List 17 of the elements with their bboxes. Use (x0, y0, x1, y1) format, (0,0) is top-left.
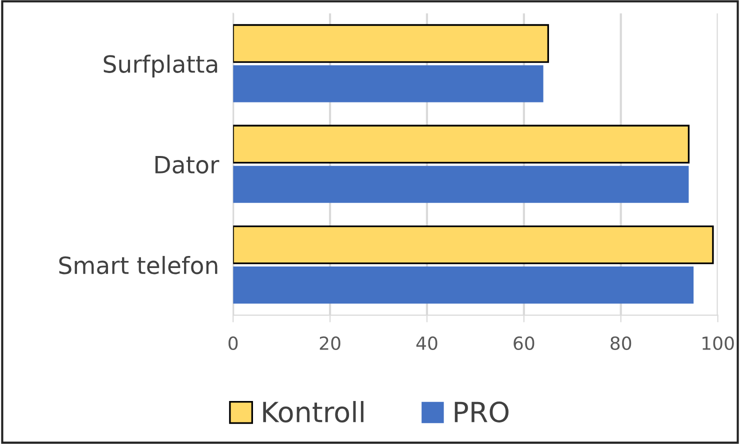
y-tick-label: Smart telefon (59, 256, 218, 274)
bar (233, 266, 694, 304)
y-tick-label: Surfplatta (104, 54, 218, 78)
x-tick-label: 20 (320, 336, 340, 350)
bar (233, 65, 544, 102)
legend-label: PRO (454, 401, 508, 422)
legend-label: Kontroll (263, 400, 364, 422)
x-tick-label: 100 (702, 336, 734, 350)
bar (233, 24, 549, 63)
y-tick-label: Dator (155, 156, 220, 174)
bar (233, 225, 714, 264)
x-tick-label: 80 (610, 336, 632, 350)
x-tick-label: 40 (416, 336, 438, 350)
x-tick-label: 60 (514, 336, 534, 350)
bar (233, 166, 689, 203)
bar (233, 124, 690, 164)
x-tick-label: 0 (228, 336, 238, 350)
